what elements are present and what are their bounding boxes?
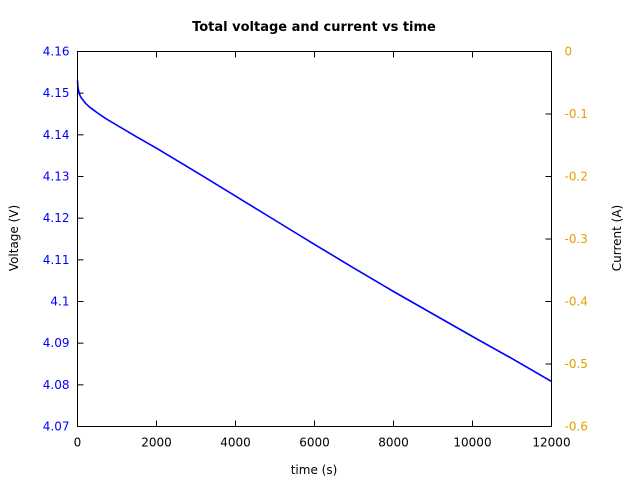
y-right-tick-label: 0 xyxy=(565,45,573,59)
x-tick-label: 2000 xyxy=(141,436,172,450)
y-left-tick-label: 4.08 xyxy=(43,378,70,392)
x-tick-label: 4000 xyxy=(220,436,251,450)
y-left-tick-label: 4.16 xyxy=(43,45,70,59)
x-tick-label: 12000 xyxy=(532,436,570,450)
y-left-tick-label: 4.07 xyxy=(43,420,70,434)
y-left-tick-label: 4.12 xyxy=(43,211,70,225)
x-axis-label: time (s) xyxy=(291,463,338,477)
x-tick-label: 6000 xyxy=(299,436,330,450)
y-left-tick-label: 4.13 xyxy=(43,170,70,184)
ticks-layer: 0 2000 4000 6000 8000 10000 12000 4.07 4.08 4.09 4… xyxy=(43,45,588,450)
y-right-tick-label: -0.1 xyxy=(565,107,588,121)
y-left-tick-label: 4.14 xyxy=(43,128,70,142)
series-layer xyxy=(76,80,552,383)
chart-title: Total voltage and current vs time xyxy=(192,20,436,35)
y-right-tick-label: -0.2 xyxy=(565,170,588,184)
y-axis-left-label: Voltage (V) xyxy=(7,205,21,271)
y-left-tick-label: 4.09 xyxy=(43,336,70,350)
y-axis-right-label: Current (A) xyxy=(610,205,624,271)
y-right-tick-label: -0.5 xyxy=(565,357,588,371)
y-right-tick-label: -0.3 xyxy=(565,232,588,246)
y-right-tick-label: -0.6 xyxy=(565,420,588,434)
y-left-tick-label: 4.15 xyxy=(43,86,70,100)
y-left-tick-label: 4.1 xyxy=(50,295,69,309)
x-tick-label: 8000 xyxy=(378,436,409,450)
y-left-tick-label: 4.11 xyxy=(43,253,70,267)
plot-frame xyxy=(77,51,552,427)
x-tick-label: 0 xyxy=(74,436,82,450)
y-right-tick-label: -0.4 xyxy=(565,295,588,309)
voltage-series-line xyxy=(76,80,552,383)
x-tick-label: 10000 xyxy=(453,436,491,450)
